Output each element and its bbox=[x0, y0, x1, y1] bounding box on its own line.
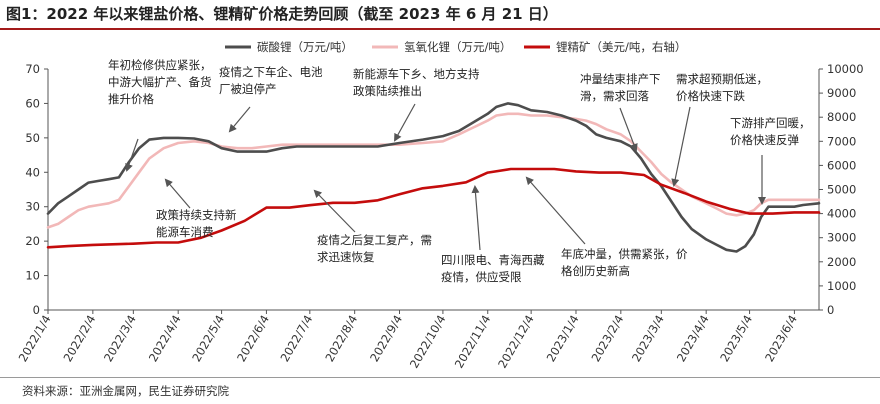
annotation-text: 政策持续支持新能源车消费 bbox=[156, 208, 237, 239]
x-tick-label: 2022/12/4 bbox=[495, 313, 537, 371]
x-tick-label: 2022/11/4 bbox=[452, 313, 494, 371]
annotation-arrow bbox=[619, 107, 638, 152]
annotation-text: 冲量结束排产下滑，需求回落 bbox=[580, 72, 661, 103]
annotation-line: 厂被迫停产 bbox=[219, 82, 277, 96]
annotation-arrow bbox=[671, 106, 691, 187]
annotation-line: 中游大幅扩产、备货 bbox=[108, 75, 212, 89]
annotation-arrow bbox=[228, 106, 251, 133]
annotation-line: 年底冲量，供需紧张，价 bbox=[561, 247, 688, 261]
x-tick-label: 2023/4/4 bbox=[674, 313, 712, 365]
annotation-arrow bbox=[125, 138, 139, 172]
annotation-line: 年初检修供应紧张， bbox=[108, 58, 212, 72]
annotation-text: 需求超预期低迷， 价格快速下跌 bbox=[676, 72, 768, 103]
annotation-line: 冲量结束排产下 bbox=[580, 72, 661, 86]
x-tick-label: 2022/2/4 bbox=[60, 313, 98, 365]
left-tick-label: 30 bbox=[25, 200, 40, 214]
title-rule bbox=[0, 28, 880, 30]
annotation-text: 年底冲量，供需紧张，价格创历史新高 bbox=[561, 247, 688, 278]
source-note: 资料来源：亚洲金属网，民生证券研究院 bbox=[22, 384, 229, 398]
left-tick-label: 70 bbox=[25, 62, 40, 76]
annotation-line: 政策陆续推出 bbox=[353, 84, 422, 98]
annotation-text: 疫情之后复工复产，需求迅速恢复 bbox=[317, 233, 432, 264]
legend-label-hydroxide-line: 氢氧化锂（万元/吨） bbox=[404, 40, 511, 54]
x-tick-label: 2022/4/4 bbox=[146, 313, 184, 365]
left-tick-label: 40 bbox=[25, 165, 40, 179]
x-tick-label: 2022/9/4 bbox=[367, 313, 405, 365]
annotation-line: 滑，需求回落 bbox=[580, 89, 649, 103]
right-tick-label: 2000 bbox=[827, 255, 856, 269]
annotation-text: 四川限电、青海西藏疫情，供应受限 bbox=[441, 253, 545, 284]
legend-label-spodumene-line: 锂精矿（美元/吨，右轴） bbox=[556, 40, 686, 54]
annotation-line: 疫情之后复工复产，需 bbox=[317, 233, 432, 247]
left-tick-label: 20 bbox=[25, 234, 40, 248]
right-tick-label: 4000 bbox=[827, 207, 856, 221]
right-tick-label: 7000 bbox=[827, 134, 856, 148]
annotation-line: 需求超预期低迷， bbox=[676, 72, 768, 86]
x-tick-label: 2023/2/4 bbox=[588, 313, 626, 365]
x-tick-label: 2022/7/4 bbox=[277, 313, 315, 365]
annotation-text: 下游排产回暖， 价格快速反弹 bbox=[730, 116, 811, 147]
annotation-line: 政策持续支持新 bbox=[156, 208, 237, 222]
right-tick-label: 3000 bbox=[827, 231, 856, 245]
x-tick-label: 2023/5/4 bbox=[717, 313, 755, 365]
x-tick-label: 2022/1/4 bbox=[16, 313, 54, 365]
left-tick-label: 50 bbox=[25, 131, 40, 145]
annotation-line: 新能源车下乡、地方支持 bbox=[353, 67, 480, 81]
annotation-line: 推升价格 bbox=[108, 92, 154, 106]
x-tick-label: 2022/3/4 bbox=[101, 313, 139, 365]
annotation-line: 价格快速反弹 bbox=[730, 133, 799, 147]
annotation-line: 四川限电、青海西藏 bbox=[441, 253, 545, 267]
annotation-line: 格创历史新高 bbox=[561, 264, 630, 278]
right-tick-label: 9000 bbox=[827, 86, 856, 100]
annotation-arrow bbox=[525, 176, 586, 245]
spodumene-line bbox=[46, 167, 821, 249]
annotation-line: 求迅速恢复 bbox=[317, 250, 375, 264]
annotation-text: 年初检修供应紧张， 中游大幅扩产、备货推升价格 bbox=[108, 58, 212, 106]
right-tick-label: 5000 bbox=[827, 183, 856, 197]
x-tick-label: 2022/6/4 bbox=[234, 313, 272, 365]
right-tick-label: 1000 bbox=[827, 279, 856, 293]
x-tick-label: 2022/5/4 bbox=[189, 313, 227, 365]
right-tick-label: 0 bbox=[827, 303, 834, 317]
left-tick-label: 0 bbox=[33, 303, 40, 317]
right-tick-label: 8000 bbox=[827, 110, 856, 124]
annotation-line: 能源车消费 bbox=[156, 225, 214, 239]
annotation-arrow bbox=[164, 178, 191, 209]
annotation-line: 疫情之下车企、电池 bbox=[219, 65, 323, 79]
left-tick-label: 10 bbox=[25, 269, 40, 283]
annotation-line: 价格快速下跌 bbox=[676, 89, 745, 103]
annotation-arrow bbox=[471, 185, 481, 251]
annotation-line: 疫情，供应受限 bbox=[441, 270, 522, 284]
hydroxide-line bbox=[46, 112, 821, 229]
annotation-text: 疫情之下车企、电池厂被迫停产 bbox=[219, 65, 323, 96]
annotation-arrow bbox=[313, 189, 356, 233]
source-rule bbox=[0, 377, 880, 378]
x-tick-label: 2022/10/4 bbox=[407, 313, 449, 371]
x-tick-label: 2022/8/4 bbox=[322, 313, 360, 365]
figure-title: 图1：2022 年以来锂盐价格、锂精矿价格走势回顾（截至 2023 年 6 月 … bbox=[6, 5, 558, 23]
right-tick-label: 6000 bbox=[827, 158, 856, 172]
x-tick-label: 2023/3/4 bbox=[629, 313, 667, 365]
legend-label-carbonate-line: 碳酸锂（万元/吨） bbox=[257, 40, 353, 54]
x-tick-label: 2023/6/4 bbox=[762, 313, 800, 365]
x-tick-label: 2023/1/4 bbox=[544, 313, 582, 365]
annotation-text: 新能源车下乡、地方支持政策陆续推出 bbox=[353, 67, 480, 98]
left-tick-label: 60 bbox=[25, 96, 40, 110]
carbonate-line bbox=[46, 102, 821, 253]
right-tick-label: 10000 bbox=[827, 62, 864, 76]
annotation-arrow bbox=[394, 103, 416, 142]
annotation-line: 下游排产回暖， bbox=[730, 116, 811, 130]
